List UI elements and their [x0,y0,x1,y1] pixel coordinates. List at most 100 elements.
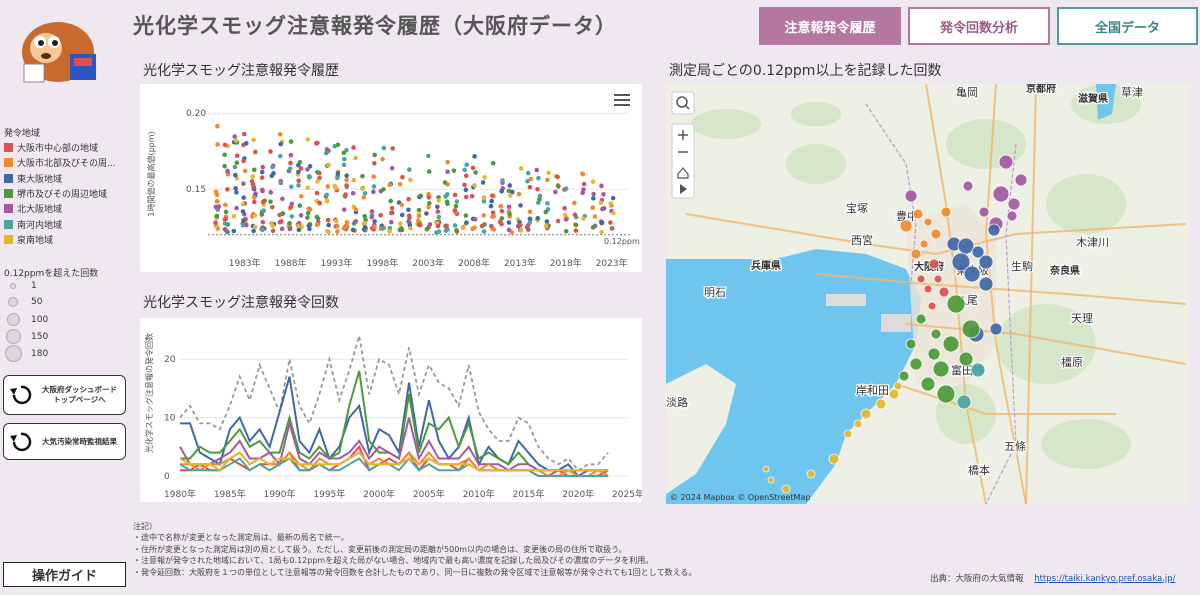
scatter-point [335,175,340,181]
map-search-box [671,91,695,115]
scatter-point [498,203,504,209]
scatter-point [278,141,284,147]
nav-national-button[interactable]: 全国データ [1057,7,1198,45]
scatter-point [600,206,605,212]
scatter-point [223,202,228,208]
scatter-point [573,228,579,233]
scatter-point [462,182,467,188]
scatter-point [490,214,495,219]
scatter-point [252,224,258,230]
region-legend-item[interactable]: 泉南地域 [4,233,53,246]
station-bubble [958,351,974,367]
scatter-point [278,180,284,186]
scatter-point [333,218,339,224]
scatter-point [325,217,331,223]
scatter-point [464,220,469,225]
scatter-point [534,167,540,173]
region-legend-label: 堺市及びその周辺地域 [17,189,108,200]
scatter-point [261,208,267,213]
station-bubble [762,465,770,473]
scatter-point [470,226,475,232]
scatter-point [406,196,411,202]
region-legend-item[interactable]: 大阪市北部及びその周... [4,156,116,169]
scatter-point [500,178,505,183]
scatter-point [361,195,367,200]
region-swatch [4,173,13,183]
monitoring-results-button[interactable]: 大気汚染常時監視結果 [3,423,126,460]
scatter-point [488,203,494,209]
scatter-point [350,227,356,233]
scatter-point [444,199,450,205]
scatter-point [518,166,524,171]
scatter-point [278,153,283,159]
x-tick-label: 2003年 [412,257,444,269]
region-legend-label: 南河内地域 [17,220,63,231]
scatter-point [242,168,248,174]
map-zoom-controls[interactable] [671,123,695,199]
map-search-button[interactable] [671,91,695,115]
scatter-point [469,193,475,199]
scatter-point [580,171,585,177]
map-place-label: 滋賀県 [1078,92,1108,105]
station-bubble [1014,173,1028,187]
source-link[interactable]: https://taiki.kankyo.pref.osaka.jp/ [1034,574,1176,584]
station-bubble [860,408,872,420]
region-legend-label: 東大阪地域 [17,174,63,185]
station-map[interactable]: 亀岡京都府滋賀県草津宝塚豊中西宮兵庫県大阪府東大阪生駒奈良県木津川明石八尾天理橿… [666,84,1190,504]
map-place-label: 生駒 [1011,259,1033,273]
station-bubble [843,429,853,439]
x-tick-label: 2023年 [596,257,628,269]
scatter-point [426,195,432,200]
scatter-point [416,207,422,213]
size-legend-title: 0.12ppmを超えた回数 [4,269,99,279]
region-swatch [4,158,13,168]
y-tick-label: 0 [164,472,170,482]
scatter-point [234,153,240,159]
scatter-point [360,186,365,191]
scatter-point [317,175,322,181]
region-legend-item[interactable]: 大阪市中心部の地域 [4,141,98,154]
region-legend-item[interactable]: 南河内地域 [4,218,62,231]
scatter-point [214,213,220,219]
scatter-point [535,186,540,192]
scatter-point [341,162,347,168]
back-arrow-icon [10,432,32,451]
chart-menu-icon[interactable] [614,94,630,109]
scatter-point [324,192,330,198]
region-legend-item[interactable]: 堺市及びその周辺地域 [4,187,107,200]
nav-analysis-button[interactable]: 発令回数分析 [908,7,1050,45]
operation-guide-button[interactable]: 操作ガイド [3,562,126,587]
region-legend-item[interactable]: 東大阪地域 [4,172,62,185]
region-legend-item[interactable]: 北大阪地域 [4,202,62,215]
scatter-chart: 0.15 0.20 0.12ppm 1時間値の最高値(ppm) 1983年 1988年 19… [146,109,640,269]
scatter-point [451,168,457,173]
x-tick-label: 2020年 [562,488,594,500]
scatter-point [506,188,512,194]
scatter-point [525,227,531,232]
size-legend-circle [10,283,16,289]
map-road [1025,84,1037,504]
station-bubble [1006,210,1018,222]
nav-history-button[interactable]: 注意報発令履歴 [759,7,901,45]
scatter-point [277,131,283,137]
scatter-point [222,221,228,226]
scatter-point [543,209,549,215]
station-bubble [767,476,775,484]
scatter-point [444,223,449,229]
scatter-point [443,228,449,234]
scatter-point [215,123,220,129]
scatter-point [306,206,312,211]
map-zoom-panel [671,123,695,199]
station-bubble [956,394,972,410]
scatter-point [400,174,405,180]
x-tick-label: 1985年 [214,488,246,500]
station-bubble [828,453,840,465]
station-bubble [971,245,985,259]
scatter-point [535,215,541,221]
scatter-point [436,229,442,234]
x-tick-label: 2005年 [413,488,445,500]
scatter-point [305,137,311,142]
scatter-point [324,228,330,234]
dashboard-top-button[interactable]: 大阪府ダッシュボード トップページへ [3,375,126,415]
station-bubble [909,357,923,371]
